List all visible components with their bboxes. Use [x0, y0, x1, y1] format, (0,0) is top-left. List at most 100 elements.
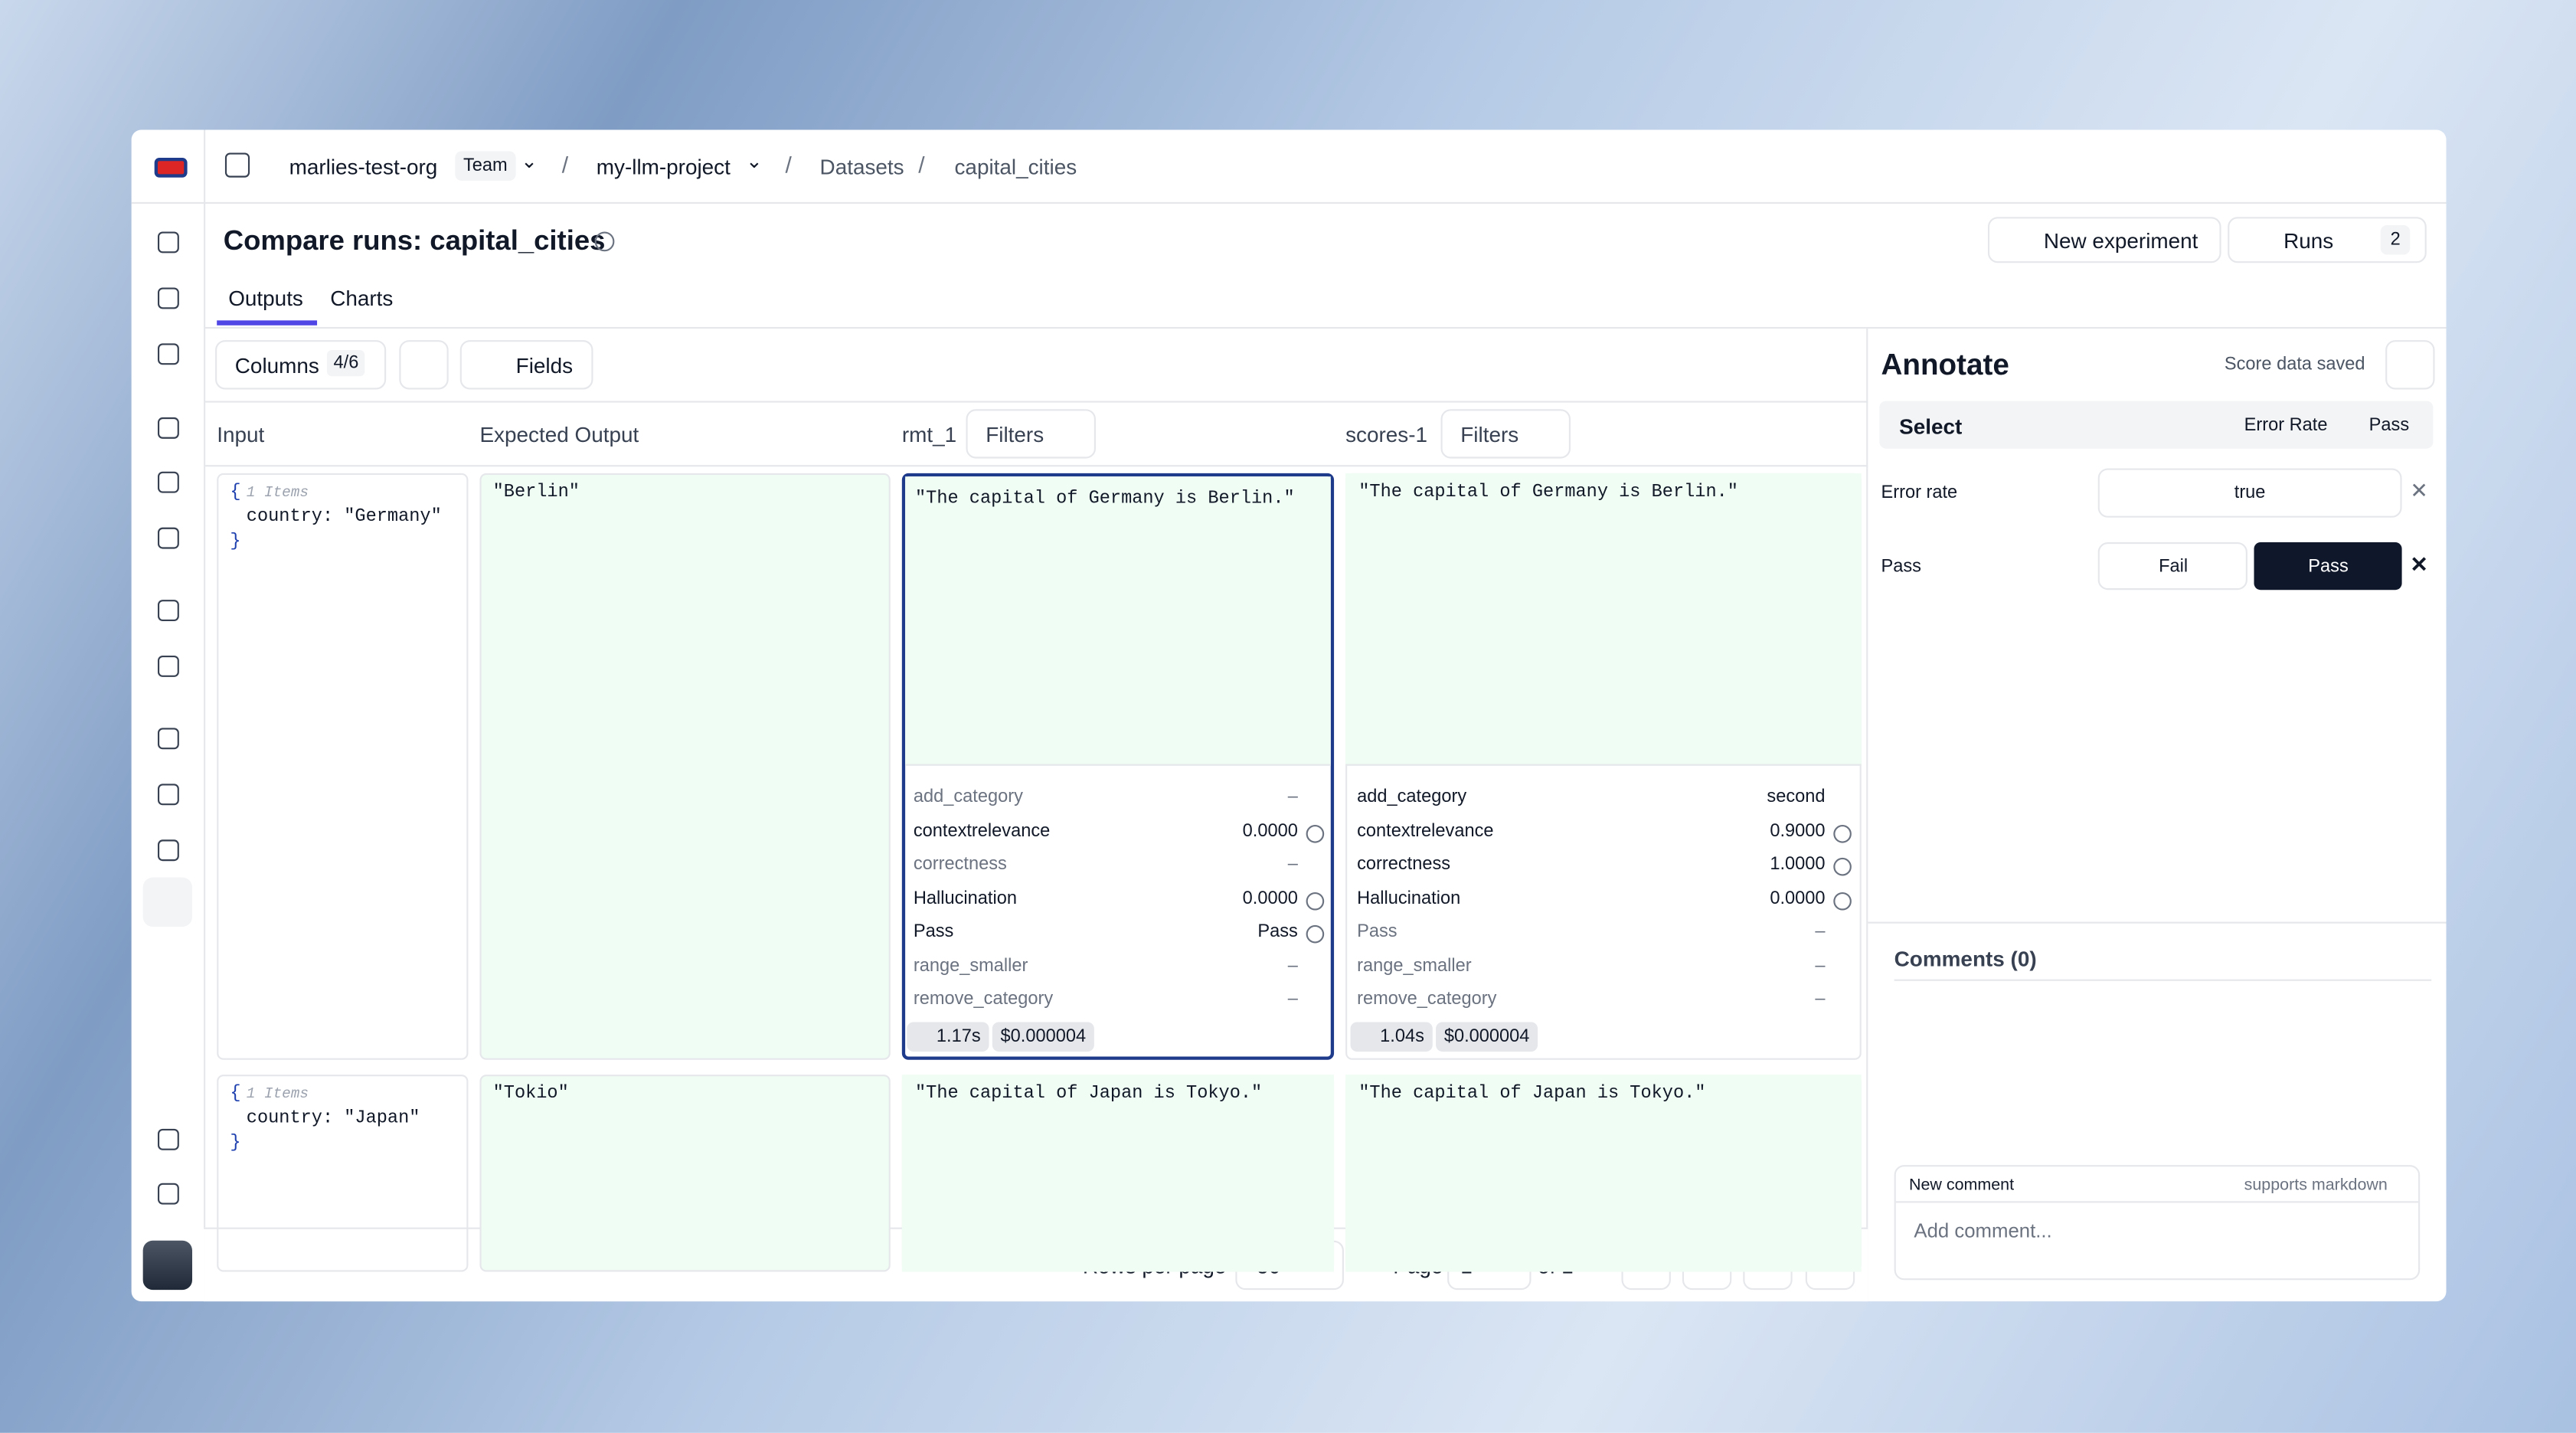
- sidebar-toggle[interactable]: [224, 152, 250, 178]
- score-input[interactable]: [2097, 468, 2402, 518]
- org[interactable]: marlies-test-org: [289, 154, 438, 179]
- collapse-button[interactable]: [2385, 340, 2435, 390]
- nav-icon[interactable]: [157, 287, 179, 309]
- button-label: Runs: [2283, 228, 2334, 254]
- nav-icon[interactable]: [157, 1128, 179, 1150]
- filter-button[interactable]: [966, 409, 1096, 459]
- score-value: 0.0000: [1242, 888, 1298, 908]
- project[interactable]: my-llm-project: [596, 154, 731, 179]
- score-value: 0.0000: [1242, 820, 1298, 841]
- score-name: add_category: [1357, 787, 1467, 807]
- score-name: correctness: [1357, 854, 1451, 875]
- nav-icon[interactable]: [157, 839, 179, 862]
- clear[interactable]: ✕: [2410, 551, 2428, 577]
- latency-badge: 1.04s: [1350, 1022, 1433, 1052]
- section[interactable]: Datasets: [819, 154, 904, 179]
- comment-label: New comment: [1908, 1176, 2015, 1195]
- output-box: [901, 1075, 1335, 1272]
- score-value: true: [2234, 483, 2266, 503]
- score-value: –: [1815, 921, 1826, 942]
- comment-input[interactable]: Add comment...: [1914, 1219, 2052, 1242]
- score-tag: Pass: [2368, 415, 2410, 436]
- score-name: correctness: [913, 854, 1007, 875]
- json-brace: }: [230, 1134, 241, 1154]
- nav-icon[interactable]: [157, 1183, 179, 1205]
- runs-count: 2: [2380, 224, 2411, 255]
- divider: [204, 465, 1868, 467]
- clear[interactable]: ✕: [2410, 478, 2428, 503]
- info-icon[interactable]: [594, 231, 615, 252]
- comment-box[interactable]: [1894, 1165, 2421, 1281]
- divider: [1866, 329, 1868, 1302]
- tab[interactable]: Outputs: [228, 286, 303, 311]
- option[interactable]: [2097, 541, 2247, 591]
- nav-icon[interactable]: [157, 527, 179, 549]
- json-line: country: "Japan": [246, 1109, 420, 1129]
- comments-title: Comments (0): [1894, 946, 2037, 971]
- nav-icon[interactable]: [157, 656, 179, 677]
- score-tag: Error Rate: [2244, 415, 2328, 436]
- app-window: marlies-test-org Team ⌄ / my-llm-project…: [131, 129, 2447, 1302]
- score-value: –: [1287, 787, 1298, 807]
- json-brace: {: [230, 1084, 241, 1104]
- comment-icon[interactable]: [1833, 891, 1852, 910]
- run-cell[interactable]: [901, 473, 1335, 1060]
- score-value: 1.0000: [1770, 854, 1826, 875]
- divider: [1894, 979, 2432, 981]
- nav-icon[interactable]: [157, 231, 179, 254]
- divider: [1868, 921, 2447, 924]
- nav-icon[interactable]: [157, 728, 179, 750]
- option-selected[interactable]: [2254, 541, 2402, 591]
- nav-icon[interactable]: [157, 343, 179, 365]
- comment-icon[interactable]: [1306, 891, 1325, 910]
- json-brace: {: [230, 483, 241, 503]
- filter-label: Filters: [1460, 422, 1519, 447]
- score-value: –: [1815, 955, 1826, 976]
- divider: [1895, 1201, 2419, 1203]
- select[interactable]: Select: [1899, 414, 1963, 439]
- expected-cell[interactable]: [479, 1075, 891, 1272]
- score-name: Hallucination: [1357, 888, 1461, 908]
- filter-button[interactable]: [1440, 409, 1571, 459]
- saved-status: Score data saved: [2224, 355, 2365, 375]
- output-box: [905, 476, 1331, 766]
- comment-icon[interactable]: [1833, 857, 1852, 876]
- comment-icon[interactable]: [1833, 823, 1852, 842]
- chevron[interactable]: ⌄: [521, 149, 538, 173]
- score-value: Pass: [1257, 921, 1298, 942]
- column-header: rmt_1: [901, 422, 957, 447]
- score-value: –: [1287, 955, 1298, 976]
- output-box: [1345, 473, 1862, 766]
- score-name: add_category: [913, 787, 1023, 807]
- input-cell[interactable]: [217, 1075, 469, 1272]
- score-name: range_smaller: [1357, 955, 1472, 976]
- output-text: "The capital of Japan is Tokyo.": [1358, 1084, 1706, 1104]
- comment-icon[interactable]: [1306, 924, 1325, 944]
- badge: Team: [455, 151, 516, 181]
- nav-icon[interactable]: [157, 471, 179, 493]
- cost-badge: $0.000004: [992, 1022, 1094, 1052]
- json-meta: 1 Items: [246, 484, 309, 502]
- column-header: Expected Output: [479, 422, 639, 447]
- score-value: second: [1767, 787, 1826, 807]
- layout-button[interactable]: [399, 340, 449, 390]
- expected-cell[interactable]: [479, 473, 891, 1060]
- chevron[interactable]: ⌄: [746, 149, 763, 173]
- input-cell[interactable]: [217, 473, 469, 1060]
- nav-icon[interactable]: [157, 784, 179, 806]
- button-label: Fields: [515, 353, 574, 378]
- score-name: contextrelevance: [913, 820, 1051, 841]
- divider: [204, 401, 1868, 403]
- expected-text: "Berlin": [492, 483, 580, 503]
- nav-icon[interactable]: [157, 417, 179, 439]
- fields-button[interactable]: [459, 340, 593, 390]
- dataset[interactable]: capital_cities: [954, 154, 1077, 179]
- comment-icon[interactable]: [1306, 823, 1325, 842]
- avatar[interactable]: [142, 1240, 193, 1291]
- markdown-hint: supports markdown: [2244, 1176, 2388, 1195]
- divider: [204, 129, 206, 1302]
- nav-icon[interactable]: [157, 600, 179, 621]
- new-experiment-button[interactable]: [1987, 217, 2221, 263]
- tab[interactable]: Charts: [330, 286, 394, 311]
